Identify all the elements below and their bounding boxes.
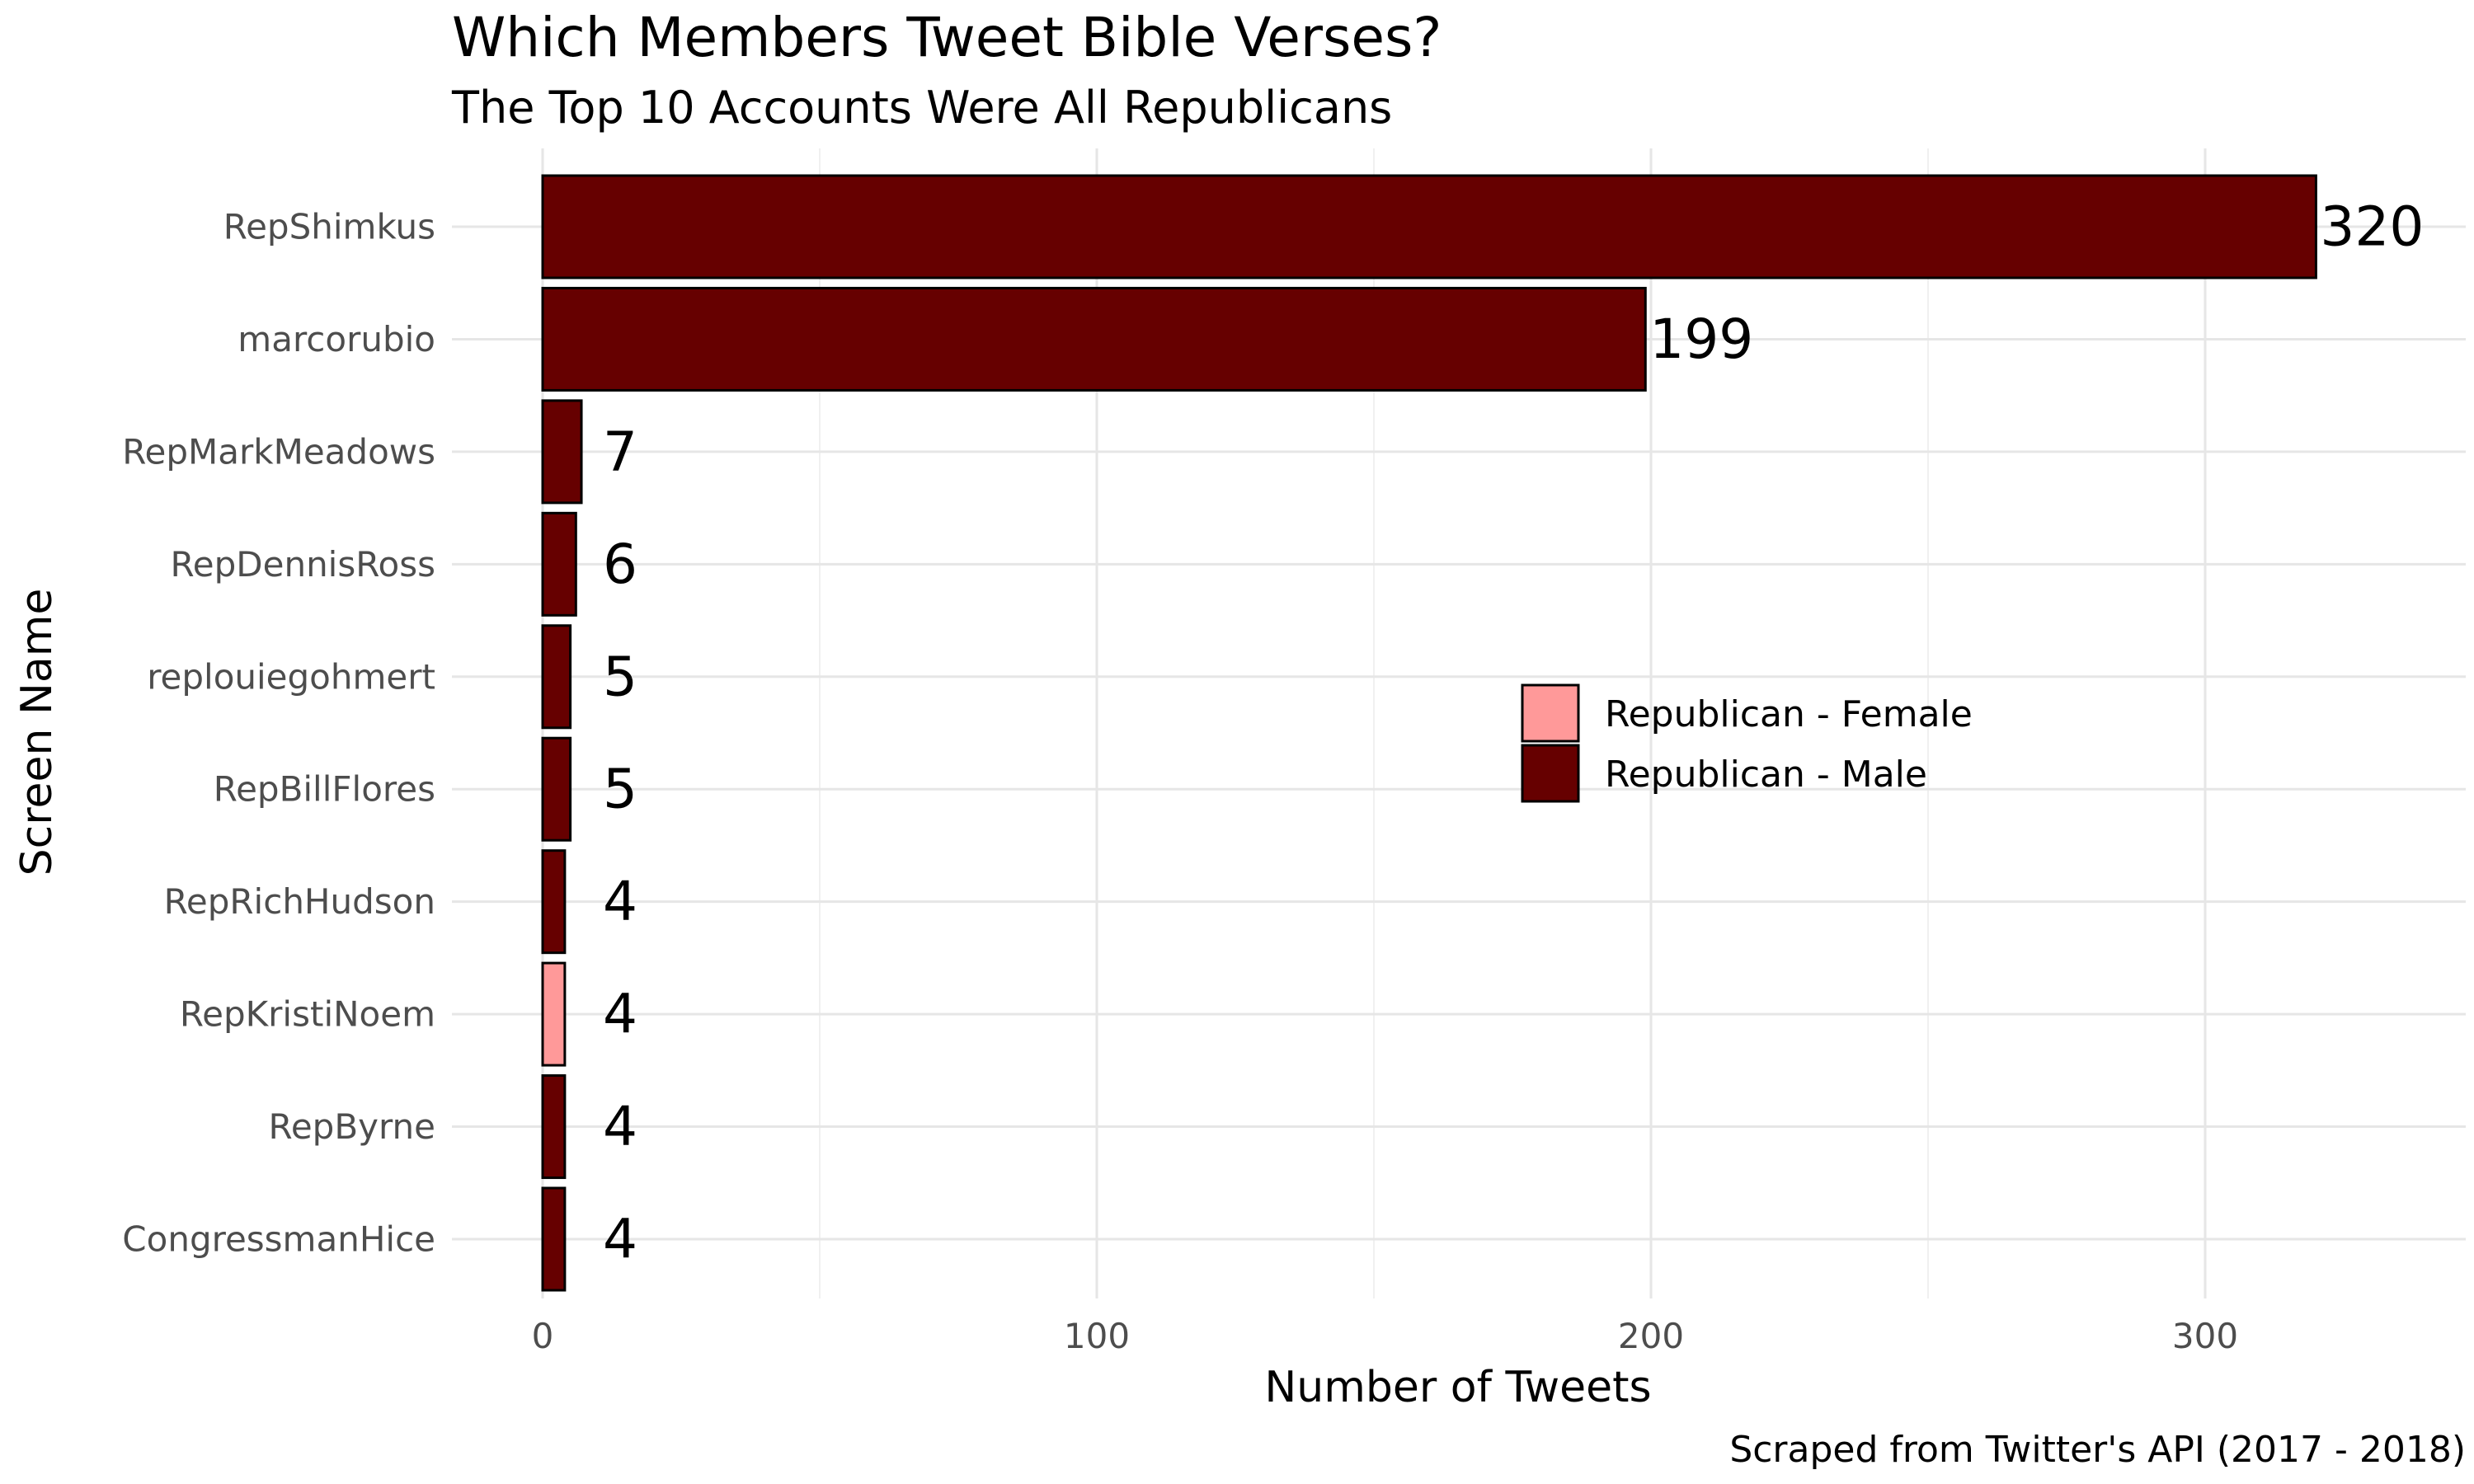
value-label-repbyrne: 4 — [603, 1095, 637, 1158]
bar-repshimkus — [541, 174, 2317, 279]
x-tick-label-0: 0 — [532, 1316, 554, 1356]
chart-title: Which Members Tweet Bible Verses? — [452, 6, 1442, 69]
bar-replouiegohmert — [541, 624, 572, 730]
chart-subtitle: The Top 10 Accounts Were All Republicans — [452, 82, 1393, 134]
value-label-repmarkmeadows: 7 — [603, 420, 637, 483]
value-label-reprichhudson: 4 — [603, 870, 637, 933]
category-label-repbillflores: RepBillFlores — [214, 769, 435, 810]
legend-label-republican-female: Republican - Female — [1605, 693, 1973, 735]
category-label-repmarkmeadows: RepMarkMeadows — [122, 431, 435, 472]
x-tick-labels: 0 100 200 300 — [532, 1316, 2238, 1356]
legend-swatch-republican-male — [1521, 744, 1580, 803]
bar-repbillflores — [541, 736, 572, 842]
y-axis-title: Screen Name — [12, 589, 62, 876]
bars — [541, 174, 2317, 1292]
x-tick-label-300: 300 — [2172, 1316, 2238, 1356]
legend-swatch-republican-female — [1521, 683, 1580, 743]
value-label-repshimkus: 320 — [2320, 195, 2424, 259]
bar-congressmanhice — [541, 1186, 567, 1292]
bar-repdennisross — [541, 511, 577, 617]
legend: Republican - Female Republican - Male — [1521, 683, 1973, 803]
category-label-repshimkus: RepShimkus — [223, 207, 435, 247]
value-label-repkristinoem: 4 — [603, 983, 637, 1046]
value-labels: 320 199 7 6 5 5 4 4 4 4 — [603, 195, 2424, 1271]
value-label-repbillflores: 5 — [603, 758, 637, 821]
category-label-congressmanhice: CongressmanHice — [122, 1219, 435, 1260]
category-label-repdennisross: RepDennisRoss — [170, 544, 435, 585]
legend-label-republican-male: Republican - Male — [1605, 754, 1927, 796]
category-labels: RepShimkus marcorubio RepMarkMeadows RepDen… — [122, 207, 435, 1260]
bar-repmarkmeadows — [541, 399, 583, 505]
x-tick-label-100: 100 — [1064, 1316, 1130, 1356]
x-axis-title: Number of Tweets — [1264, 1363, 1651, 1412]
value-label-marcorubio: 199 — [1649, 308, 1753, 371]
bar-marcorubio — [541, 286, 1647, 392]
category-label-repbyrne: RepByrne — [269, 1106, 435, 1147]
value-label-repdennisross: 6 — [603, 533, 637, 596]
bar-repbyrne — [541, 1074, 567, 1180]
category-label-marcorubio: marcorubio — [238, 319, 435, 359]
x-tick-label-200: 200 — [1618, 1316, 1684, 1356]
category-label-replouiegohmert: replouiegohmert — [147, 656, 435, 697]
value-label-replouiegohmert: 5 — [603, 645, 637, 708]
value-label-congressmanhice: 4 — [603, 1208, 637, 1271]
category-label-reprichhudson: RepRichHudson — [164, 881, 435, 922]
bar-repkristinoem — [541, 961, 567, 1067]
category-label-repkristinoem: RepKristiNoem — [180, 994, 435, 1035]
chart-caption: Scraped from Twitter's API (2017 - 2018) — [1729, 1429, 2466, 1471]
bar-reprichhudson — [541, 849, 567, 955]
